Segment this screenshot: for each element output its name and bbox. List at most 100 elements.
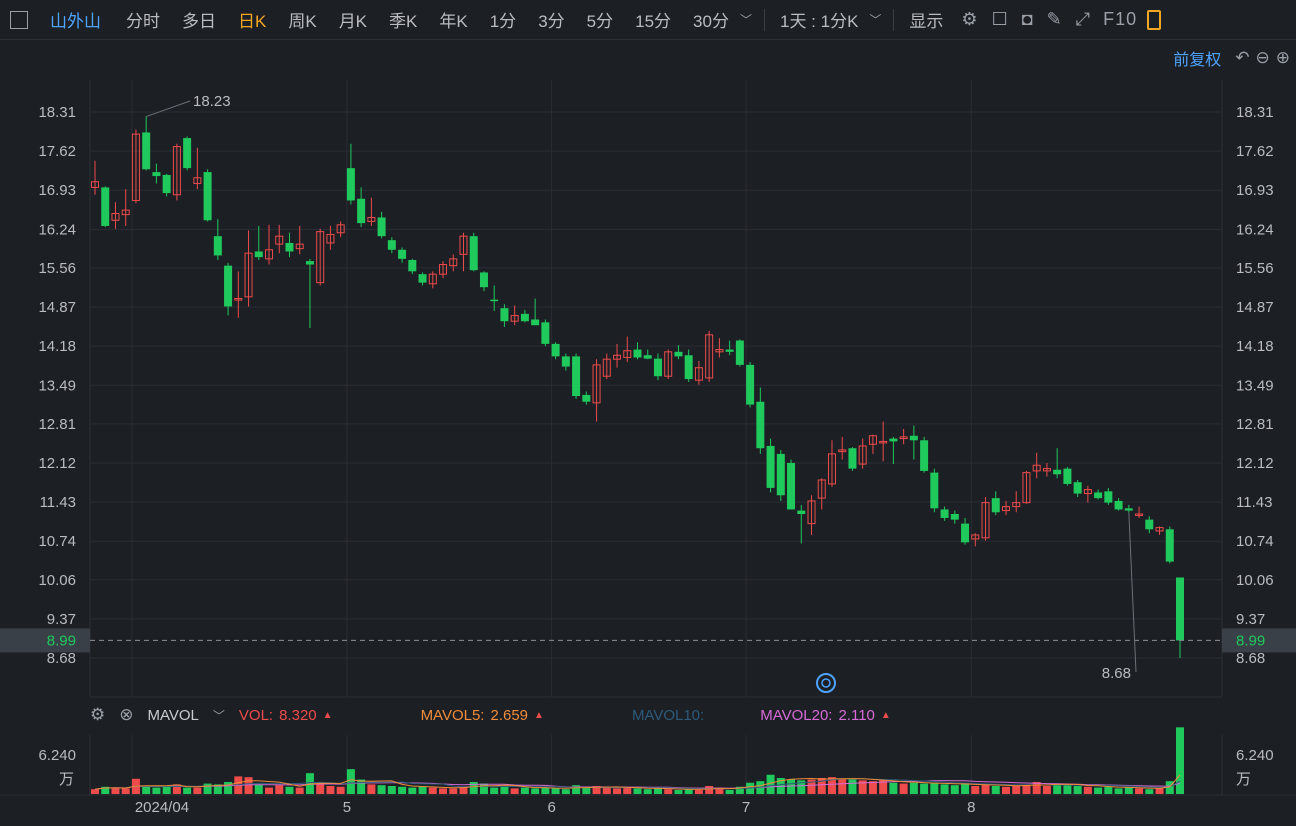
candle-body <box>479 272 488 288</box>
candle-body <box>531 319 540 326</box>
volume-bar <box>582 787 591 794</box>
x-tick-label: 6 <box>547 799 555 816</box>
mavol10-label: MAVOL10: <box>631 706 705 724</box>
indicator-name[interactable]: MAVOL <box>147 706 199 724</box>
tab-yearly-k[interactable]: 年K <box>439 12 468 31</box>
y-tick-left: 16.93 <box>38 182 76 199</box>
volume-bar <box>1001 786 1010 794</box>
info-marker-icon <box>816 673 836 693</box>
checkbox-icon[interactable]: ☐ <box>991 9 1008 29</box>
y-tick-right: 16.93 <box>1236 182 1274 199</box>
chevron-down-icon[interactable]: ﹀ <box>739 13 752 27</box>
tab-quarterly-k[interactable]: 季K <box>389 12 418 31</box>
tab-1min[interactable]: 1分 <box>489 12 517 31</box>
candle-body <box>510 315 519 322</box>
info-marker-icon-inner <box>821 678 831 688</box>
chevron-down-icon[interactable]: ﹀ <box>212 708 225 723</box>
pencil-icon[interactable]: ✎ <box>1046 9 1062 29</box>
undo-icon[interactable]: ↶ <box>1235 48 1250 67</box>
tab-timeshare[interactable]: 分时 <box>126 12 160 31</box>
candle-body <box>653 358 662 377</box>
display-menu[interactable]: 显示 <box>909 12 944 31</box>
period-select[interactable]: 1天 : 1分K <box>779 12 859 31</box>
volume-bar <box>91 789 99 794</box>
volume-bar <box>1165 781 1174 794</box>
candle-body <box>735 340 744 365</box>
volume-bar <box>838 778 847 794</box>
volume-bar <box>1155 788 1164 794</box>
candle-body <box>541 322 550 344</box>
candle-body <box>920 440 929 471</box>
volume-bar <box>899 783 908 794</box>
mavol20-value: 2.110 <box>838 706 875 724</box>
volume-bar <box>858 780 867 794</box>
tab-3min[interactable]: 3分 <box>538 12 565 31</box>
volume-bar <box>787 779 796 794</box>
tab-daily-k[interactable]: 日K <box>238 12 267 31</box>
volume-bar <box>889 782 898 794</box>
volume-bar <box>572 785 581 794</box>
candle-body <box>991 498 1000 513</box>
tab-5min[interactable]: 5分 <box>586 12 614 31</box>
candle-body <box>162 174 171 194</box>
candle-body <box>858 445 867 465</box>
fullscreen-icon[interactable]: ⤢ <box>1075 9 1091 29</box>
adjust-mode-button[interactable]: 前复权 <box>1173 52 1222 69</box>
close-icon[interactable]: ⊗ <box>119 705 134 724</box>
stock-name[interactable]: 山外山 <box>50 12 101 31</box>
y-tick-right: 8.68 <box>1236 650 1265 667</box>
volume-bar <box>285 786 294 794</box>
volume-bar <box>909 782 918 794</box>
volume-bar <box>684 789 693 794</box>
tab-monthly-k[interactable]: 月K <box>338 12 368 31</box>
candle-body <box>899 436 908 440</box>
divider <box>763 8 765 31</box>
volume-bar <box>613 788 622 794</box>
candle-body <box>1145 519 1154 530</box>
volume-bar <box>183 787 192 794</box>
y-tick-right: 11.43 <box>1236 494 1272 511</box>
volume-bar <box>387 785 396 794</box>
candle-body <box>1042 468 1051 472</box>
f10-button[interactable]: F10 <box>1103 9 1138 29</box>
tab-weekly-k[interactable]: 周K <box>288 12 317 31</box>
candle-body <box>797 510 806 514</box>
candle-body <box>377 217 386 237</box>
tab-multiday[interactable]: 多日 <box>182 12 216 31</box>
camera-icon[interactable]: ◘ <box>1021 9 1033 29</box>
volume-bar <box>244 777 253 794</box>
gear-icon[interactable]: ⚙ <box>961 9 978 29</box>
y-tick-left: 10.74 <box>38 533 76 550</box>
gear-icon[interactable]: ⚙ <box>90 705 106 724</box>
zoom-in-icon[interactable]: ⊕ <box>1275 48 1290 67</box>
chevron-down-icon[interactable]: ﹀ <box>869 13 882 27</box>
candle-body <box>981 502 990 539</box>
volume-bar <box>930 782 939 794</box>
volume-bar <box>1114 788 1123 794</box>
sidebar-toggle-icon[interactable] <box>10 10 28 29</box>
volume-bar <box>479 783 488 794</box>
candle-body <box>817 479 826 499</box>
top-toolbar: 山外山 分时 多日 日K 周K 月K 季K 年K 1分 3分 5分 15分 30… <box>0 0 1296 40</box>
volume-bar <box>715 787 724 794</box>
low-leader <box>1128 512 1137 673</box>
candle-body <box>459 235 468 255</box>
volume-bar <box>961 783 970 794</box>
mavol5-line <box>94 774 1181 790</box>
candle-body <box>633 349 642 358</box>
y-tick-left: 11.43 <box>40 494 76 511</box>
volume-bar <box>510 788 519 794</box>
zoom-out-icon[interactable]: ⊖ <box>1255 48 1270 67</box>
tab-15min[interactable]: 15分 <box>635 12 672 31</box>
volume-bar <box>1145 789 1154 794</box>
volume-bar <box>254 784 263 794</box>
candle-body <box>265 249 274 260</box>
volume-bar <box>408 787 417 794</box>
volume-bar <box>152 787 161 794</box>
tab-30min[interactable]: 30分 <box>693 12 729 31</box>
candle-body <box>142 132 151 170</box>
candle-body <box>684 355 693 380</box>
y-tick-left: 14.87 <box>38 299 76 316</box>
panel-toggle-icon[interactable] <box>1147 9 1162 30</box>
